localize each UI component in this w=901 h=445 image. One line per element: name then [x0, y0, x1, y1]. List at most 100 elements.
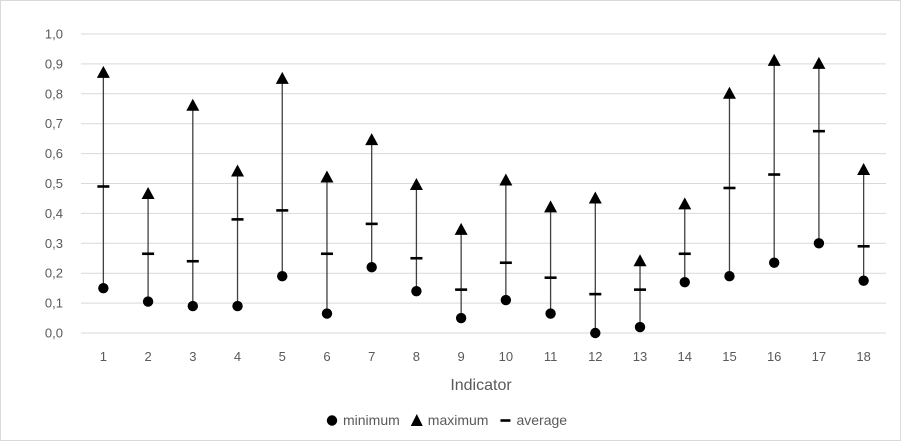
maximum-marker — [275, 71, 289, 84]
y-tick-label: 0,4 — [45, 206, 63, 221]
y-tick-label: 0,0 — [45, 326, 63, 341]
legend: minimum maximum average — [326, 412, 567, 428]
average-marker — [812, 129, 825, 133]
legend-triangle-icon — [410, 414, 423, 426]
y-tick-label: 0,1 — [45, 296, 63, 311]
minimum-marker — [634, 321, 646, 333]
x-tick-label: 3 — [189, 349, 196, 364]
x-tick-label: 15 — [722, 349, 736, 364]
maximum-marker — [186, 98, 200, 111]
average-marker — [634, 288, 647, 291]
maximum-marker — [812, 56, 826, 69]
x-tick-label: 7 — [368, 349, 375, 364]
minimum-marker — [142, 296, 154, 307]
average-marker — [589, 292, 602, 296]
minimum-marker — [500, 294, 512, 306]
minimum-marker — [590, 327, 601, 339]
minimum-marker — [277, 270, 288, 282]
y-tick-label: 0,9 — [45, 56, 63, 71]
minimum-marker — [858, 275, 869, 286]
average-marker — [231, 218, 244, 221]
maximum-marker — [678, 197, 692, 210]
maximum-marker — [365, 133, 379, 146]
minimum-marker — [679, 276, 690, 288]
legend-item-average: average — [500, 412, 567, 428]
maximum-marker — [633, 254, 647, 267]
maximum-marker — [96, 65, 110, 78]
legend-label: maximum — [428, 412, 489, 428]
y-tick-label: 1,0 — [45, 27, 63, 42]
legend-circle-icon — [326, 415, 338, 426]
y-axis-tick-labels: 0,0 0,1 0,2 0,3 0,4 0,5 0,6 0,7 0,8 0,9 1,0 — [45, 27, 63, 341]
average-marker — [768, 173, 781, 176]
minimum-marker — [187, 300, 199, 312]
minimum-marker — [98, 282, 109, 294]
x-tick-label: 18 — [856, 349, 870, 364]
average-marker — [276, 209, 289, 212]
y-tick-label: 0,6 — [45, 146, 63, 161]
x-tick-label: 12 — [588, 349, 602, 364]
x-axis-tick-labels: 1 2 3 4 5 6 7 8 9 10 11 12 13 14 15 16 17 18 — [100, 349, 871, 364]
average-marker — [499, 261, 512, 265]
y-tick-label: 0,2 — [45, 266, 63, 281]
x-tick-label: 1 — [100, 349, 107, 364]
gridlines — [81, 33, 886, 334]
range-lines — [102, 60, 865, 333]
minimum-marker — [813, 238, 825, 249]
minimum-marker — [455, 312, 467, 324]
minimum-marker — [366, 262, 377, 273]
x-axis-title: Indicator — [450, 377, 512, 394]
x-tick-label: 4 — [234, 349, 241, 364]
average-marker — [365, 222, 378, 226]
average-marker — [723, 186, 736, 190]
maximum-marker — [722, 86, 736, 99]
x-tick-label: 17 — [812, 349, 826, 364]
minimum-marker — [724, 270, 735, 282]
minimum-marker — [768, 257, 780, 268]
x-tick-label: 16 — [767, 349, 781, 364]
maximum-marker — [588, 191, 602, 204]
average-marker — [544, 276, 557, 279]
maximum-marker — [857, 163, 871, 176]
x-tick-label: 11 — [544, 349, 558, 364]
maximum-marker — [409, 177, 423, 190]
average-marker — [142, 252, 155, 256]
x-tick-label: 2 — [144, 349, 151, 364]
maximum-marker — [231, 164, 245, 177]
minimum-marker — [411, 285, 422, 297]
x-tick-label: 8 — [413, 349, 420, 364]
x-tick-label: 13 — [633, 349, 647, 364]
average-marker — [320, 252, 333, 256]
average-marker — [455, 288, 468, 291]
data-markers — [96, 53, 871, 339]
x-tick-label: 9 — [458, 349, 465, 364]
x-tick-label: 10 — [499, 349, 513, 364]
legend-item-minimum: minimum — [326, 412, 400, 428]
x-tick-label: 14 — [678, 349, 692, 364]
y-tick-label: 0,5 — [45, 176, 63, 191]
minimum-marker — [232, 300, 243, 312]
maximum-marker — [320, 170, 334, 183]
x-tick-label: 5 — [279, 349, 286, 364]
average-marker — [97, 185, 110, 188]
legend-label: minimum — [343, 412, 400, 428]
average-marker — [410, 256, 423, 260]
legend-label: average — [516, 412, 567, 428]
average-marker — [857, 244, 870, 248]
maximum-marker — [454, 222, 468, 235]
maximum-marker — [141, 186, 155, 199]
y-tick-label: 0,8 — [45, 86, 63, 101]
maximum-marker — [544, 200, 558, 213]
maximum-marker — [499, 173, 513, 186]
minimum-marker — [545, 308, 556, 319]
legend-dash-icon — [500, 419, 511, 422]
y-tick-label: 0,7 — [45, 116, 63, 131]
maximum-marker — [767, 53, 781, 66]
x-tick-label: 6 — [323, 349, 330, 364]
average-marker — [186, 259, 199, 263]
legend-item-maximum: maximum — [410, 412, 489, 428]
y-tick-label: 0,3 — [45, 236, 63, 251]
average-marker — [678, 252, 691, 256]
